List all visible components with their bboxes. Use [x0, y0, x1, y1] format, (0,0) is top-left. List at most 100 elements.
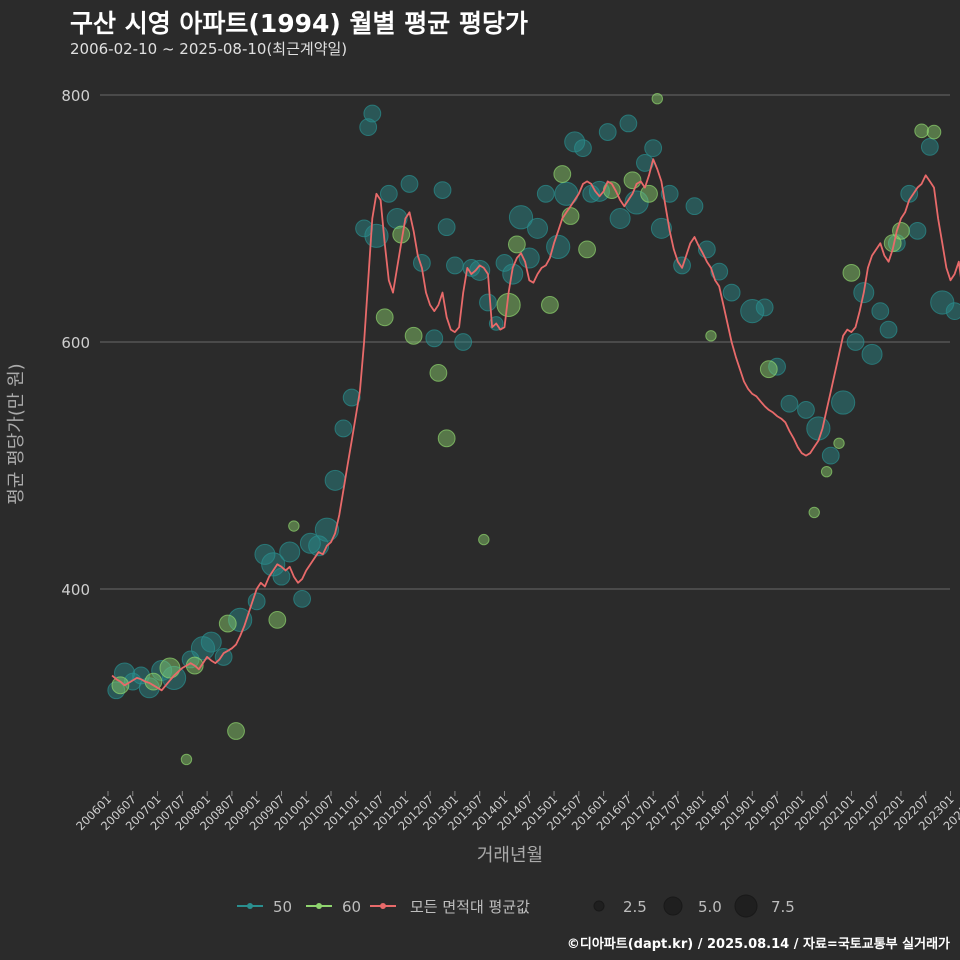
- scatter-point-60: [404, 326, 423, 345]
- scatter-point-50: [846, 333, 865, 351]
- chart-title: 구산 시영 아파트(1994) 월별 평균 평당가: [70, 9, 528, 38]
- scatter-point-60: [507, 235, 526, 254]
- scatter-point-50: [425, 329, 444, 348]
- scatter-point-50: [379, 184, 398, 203]
- scatter-point-50: [574, 139, 592, 158]
- scatter-point-60: [541, 296, 559, 314]
- scatter-point-50: [920, 137, 939, 156]
- scatter-point-50: [446, 256, 464, 275]
- scatter-point-50: [536, 184, 555, 203]
- scatter-point-50: [871, 302, 890, 321]
- scatter-point-50: [945, 302, 960, 321]
- scatter-point-50: [644, 139, 663, 158]
- legend-size-label: 5.0: [698, 898, 722, 916]
- scatter-point-50: [740, 299, 765, 324]
- scatter-point-50: [546, 234, 571, 260]
- legend-size-label: 7.5: [771, 898, 795, 916]
- scatter-point-60: [227, 722, 245, 740]
- scatter-point-50: [564, 131, 586, 153]
- scatter-point-50: [359, 118, 378, 137]
- scatter-point-60: [640, 184, 658, 203]
- scatter-point-50: [908, 221, 927, 240]
- scatter-point-50: [400, 175, 419, 193]
- scatter-point-50: [228, 607, 253, 632]
- scatter-point-50: [780, 394, 799, 413]
- scatter-point-50: [279, 541, 301, 563]
- average-price-line: [111, 158, 960, 692]
- scatter-point-50: [437, 218, 456, 237]
- scatter-point-60: [651, 93, 663, 105]
- x-axis-label: 거래년월: [477, 845, 543, 866]
- scatter-point-50: [879, 320, 898, 339]
- legend-label-60: 60: [342, 898, 361, 916]
- y-axis-label: 평균 평당가(만 원): [6, 363, 27, 504]
- scatter-point-50: [386, 208, 408, 229]
- scatter-point-50: [495, 254, 514, 272]
- scatter-point-60: [288, 520, 300, 532]
- scatter-point-50: [527, 217, 549, 239]
- scatter-point-50: [342, 388, 361, 407]
- scatter-point-60: [268, 610, 287, 629]
- scatter-point-60: [623, 171, 642, 190]
- scatter-point-60: [705, 330, 717, 342]
- scatter-point-60: [553, 165, 572, 183]
- scatter-point-60: [926, 124, 942, 140]
- legend-marker-60: [316, 903, 322, 909]
- scatter-point-50: [433, 181, 452, 199]
- chart-subtitle: 2006-02-10 ~ 2025-08-10(최근계약일): [70, 40, 348, 58]
- scatter-point-50: [609, 208, 631, 229]
- scatter-point-50: [454, 333, 473, 351]
- scatter-point-50: [272, 567, 291, 586]
- scatter-point-50: [821, 446, 840, 465]
- scatter-point-50: [214, 648, 233, 666]
- scatter-point-50: [650, 217, 672, 239]
- scatter-point-60: [578, 240, 596, 259]
- scatter-point-60: [478, 533, 490, 546]
- scatter-point-50: [831, 390, 856, 415]
- scatter-point-50: [806, 416, 831, 441]
- scatter-point-50: [554, 181, 579, 206]
- scatter-point-60: [808, 506, 820, 519]
- scatter-point-50: [334, 419, 353, 438]
- scatter-point-60: [759, 360, 778, 379]
- scatter-point-60: [842, 263, 861, 282]
- scatter-point-50: [324, 469, 346, 491]
- scatter-point-50: [861, 343, 883, 365]
- scatter-point-50: [797, 401, 815, 419]
- scatter-point-50: [200, 631, 222, 653]
- scatter-point-50: [722, 283, 741, 302]
- scatter-point-60: [437, 429, 456, 448]
- scatter-point-60: [159, 657, 181, 679]
- y-tick-label: 800: [61, 87, 90, 105]
- scatter-point-50: [469, 259, 491, 281]
- legend-label-모든 면적대 평균값: 모든 면적대 평균값: [410, 898, 530, 916]
- scatter-point-60: [111, 676, 130, 695]
- legend-label-50: 50: [273, 898, 292, 916]
- scatter-point-50: [479, 293, 497, 312]
- scatter-point-50: [755, 298, 774, 317]
- scatter-point-50: [685, 197, 704, 216]
- scatter-point-50: [299, 532, 321, 554]
- scatter-point-50: [502, 263, 524, 285]
- scatter-point-50: [363, 104, 382, 123]
- scatter-point-50: [598, 123, 617, 141]
- scatter-point-50: [518, 247, 540, 269]
- scatter-point-50: [508, 205, 534, 230]
- legend-size-marker: [734, 894, 758, 918]
- footer-credit: ©디아파트(dapt.kr) / 2025.08.14 / 자료=국토교통부 실…: [566, 937, 950, 952]
- scatter-point-60: [820, 465, 833, 478]
- scatter-point-60: [833, 437, 845, 449]
- legend-marker-모든 면적대 평균값: [380, 903, 386, 909]
- legend-size-marker: [663, 896, 683, 916]
- legend-marker-50: [247, 903, 253, 909]
- scatter-point-50: [660, 184, 679, 203]
- y-tick-label: 600: [61, 334, 90, 352]
- scatter-point-50: [710, 262, 729, 281]
- scatter-point-60: [914, 123, 929, 139]
- legend-size-marker: [593, 900, 605, 912]
- scatter-point-50: [619, 114, 638, 133]
- scatter-point-50: [254, 543, 276, 565]
- y-tick-label: 400: [61, 581, 90, 599]
